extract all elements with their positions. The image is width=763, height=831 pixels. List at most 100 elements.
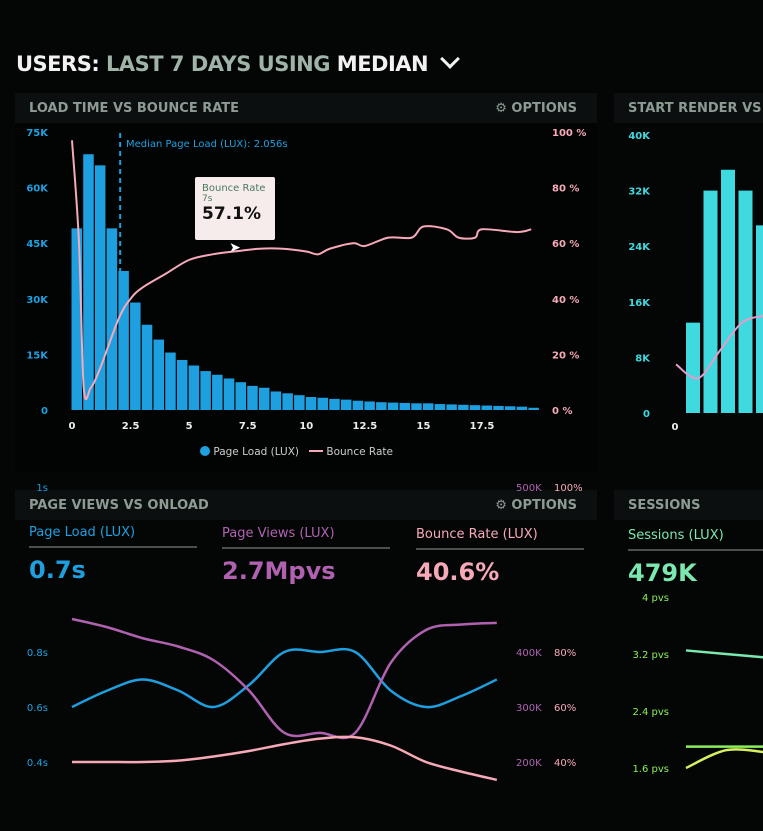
metric-label: Bounce Rate (LUX) bbox=[416, 527, 584, 550]
line-series bbox=[675, 314, 763, 380]
histogram-bar bbox=[305, 397, 317, 410]
legend-label: Page Load (LUX) bbox=[213, 446, 300, 458]
start-render-header: START RENDER VS bbox=[614, 93, 763, 123]
metric-bounce-rate: Bounce Rate (LUX) 40.6% bbox=[416, 527, 584, 586]
metric-value: 2.7Mpvs bbox=[222, 557, 336, 585]
options-button[interactable]: ⚙ OPTIONS bbox=[495, 101, 577, 116]
gear-icon: ⚙ bbox=[495, 498, 507, 513]
histogram-bar bbox=[528, 407, 539, 410]
y-tick-label: 80% bbox=[554, 648, 576, 659]
y2-tick-label: 80 % bbox=[552, 184, 579, 195]
histogram-bar bbox=[212, 374, 223, 410]
y2-tick-label: 100 % bbox=[552, 128, 586, 139]
title-using: USING bbox=[257, 52, 331, 76]
cursor-icon: ➤ bbox=[229, 240, 241, 256]
page-views-header: PAGE VIEWS VS ONLOAD ⚙ OPTIONS bbox=[15, 490, 597, 520]
y-tick-label: 1.6 pvs bbox=[632, 764, 669, 775]
y-tick-label: 32K bbox=[628, 187, 651, 198]
histogram-bar bbox=[493, 405, 504, 410]
histogram-bar bbox=[516, 406, 528, 410]
y-tick-label: 500K bbox=[516, 483, 542, 494]
histogram-bar bbox=[282, 393, 293, 410]
x-tick-label: 7.5 bbox=[239, 421, 257, 432]
histogram-bar bbox=[165, 352, 176, 410]
metric-sessions: Sessions (LUX) 479K bbox=[628, 528, 763, 587]
load-time-header: LOAD TIME VS BOUNCE RATE ⚙ OPTIONS bbox=[15, 93, 597, 123]
metric-page-views: Page Views (LUX) 2.7Mpvs bbox=[222, 526, 390, 585]
histogram-bar bbox=[446, 404, 457, 410]
line-series-0 bbox=[685, 649, 763, 659]
y-tick-label: 0.8s bbox=[27, 648, 48, 659]
y-tick-label: 100% bbox=[554, 483, 583, 494]
line-series-2 bbox=[72, 735, 498, 782]
histogram-bar bbox=[188, 365, 200, 410]
y-tick-label: 40K bbox=[628, 131, 651, 142]
histogram-bar bbox=[247, 385, 258, 410]
panel-title: LOAD TIME VS BOUNCE RATE bbox=[29, 101, 240, 116]
y-tick-label: 60% bbox=[554, 703, 576, 714]
histogram-bar bbox=[504, 406, 516, 410]
y2-tick-label: 0 % bbox=[552, 406, 572, 417]
tooltip-x: 7s bbox=[202, 194, 213, 204]
tooltip-title: Bounce Rate bbox=[202, 183, 266, 194]
x-tick-label: 5 bbox=[186, 421, 193, 432]
histogram-bar bbox=[118, 271, 129, 410]
legend-item-bounce-rate[interactable]: Bounce Rate bbox=[309, 446, 393, 458]
x-tick-label: 17.5 bbox=[470, 421, 495, 432]
histogram-bar bbox=[317, 397, 329, 410]
histogram-bar bbox=[364, 401, 375, 410]
histogram-bar bbox=[258, 387, 270, 410]
panel-title: PAGE VIEWS VS ONLOAD bbox=[29, 498, 209, 513]
y-tick-label: 15K bbox=[26, 350, 49, 361]
histogram-bar bbox=[176, 359, 188, 410]
y-tick-label: 8K bbox=[635, 353, 651, 364]
histogram-bar bbox=[71, 228, 82, 410]
y-tick-label: 0 bbox=[643, 409, 650, 420]
y-tick-label: 45K bbox=[26, 239, 49, 250]
options-button[interactable]: ⚙ OPTIONS bbox=[495, 498, 577, 513]
histogram-bar bbox=[294, 395, 305, 410]
bounce-rate-line bbox=[71, 140, 532, 401]
x-tick-label: 0 bbox=[672, 422, 679, 433]
y-tick-label: 30K bbox=[26, 295, 49, 306]
median-label: Median Page Load (LUX): 2.056s bbox=[126, 139, 288, 150]
title-median: MEDIAN bbox=[336, 52, 429, 76]
histogram-bar bbox=[141, 324, 153, 410]
title-range: LAST 7 DAYS bbox=[106, 52, 251, 76]
line-series-0 bbox=[71, 647, 498, 709]
y-tick-label: 2.4 pvs bbox=[632, 707, 669, 718]
tooltip-value: 57.1% bbox=[202, 204, 261, 224]
options-label: OPTIONS bbox=[511, 101, 577, 116]
title-users: USERS: bbox=[16, 52, 100, 76]
y-tick-label: 40% bbox=[554, 758, 576, 769]
y-tick-label: 16K bbox=[628, 298, 651, 309]
histogram-bar bbox=[756, 225, 763, 413]
metric-value: 0.7s bbox=[29, 556, 86, 584]
y-tick-label: 0.4s bbox=[27, 758, 48, 769]
histogram-bar bbox=[235, 382, 247, 410]
histogram-bar bbox=[422, 403, 434, 410]
y-tick-label: 1s bbox=[36, 483, 48, 494]
tooltip: Bounce Rate 7s 57.1% bbox=[195, 177, 275, 240]
y-tick-label: 75K bbox=[26, 128, 49, 139]
metric-label: Sessions (LUX) bbox=[628, 528, 763, 551]
line-series-1 bbox=[71, 617, 497, 740]
line-icon bbox=[309, 450, 324, 452]
y-tick-label: 24K bbox=[628, 242, 651, 253]
histogram-bar bbox=[94, 165, 106, 410]
histogram-bar bbox=[387, 402, 399, 410]
page-title[interactable]: USERS: LAST 7 DAYS USING MEDIAN bbox=[16, 49, 460, 76]
histogram-bar bbox=[130, 302, 141, 410]
histogram-bar bbox=[223, 378, 235, 410]
histogram-bar bbox=[411, 403, 422, 410]
histogram-bar bbox=[469, 405, 481, 410]
y-tick-label: 60K bbox=[26, 184, 49, 195]
gear-icon: ⚙ bbox=[495, 101, 507, 116]
y-tick-label: 200K bbox=[516, 758, 542, 769]
histogram-bar bbox=[352, 400, 364, 410]
metric-value: 40.6% bbox=[416, 558, 500, 586]
histogram-bar bbox=[399, 402, 411, 410]
y2-tick-label: 60 % bbox=[552, 239, 579, 250]
legend-item-page-load[interactable]: Page Load (LUX) bbox=[200, 446, 299, 458]
